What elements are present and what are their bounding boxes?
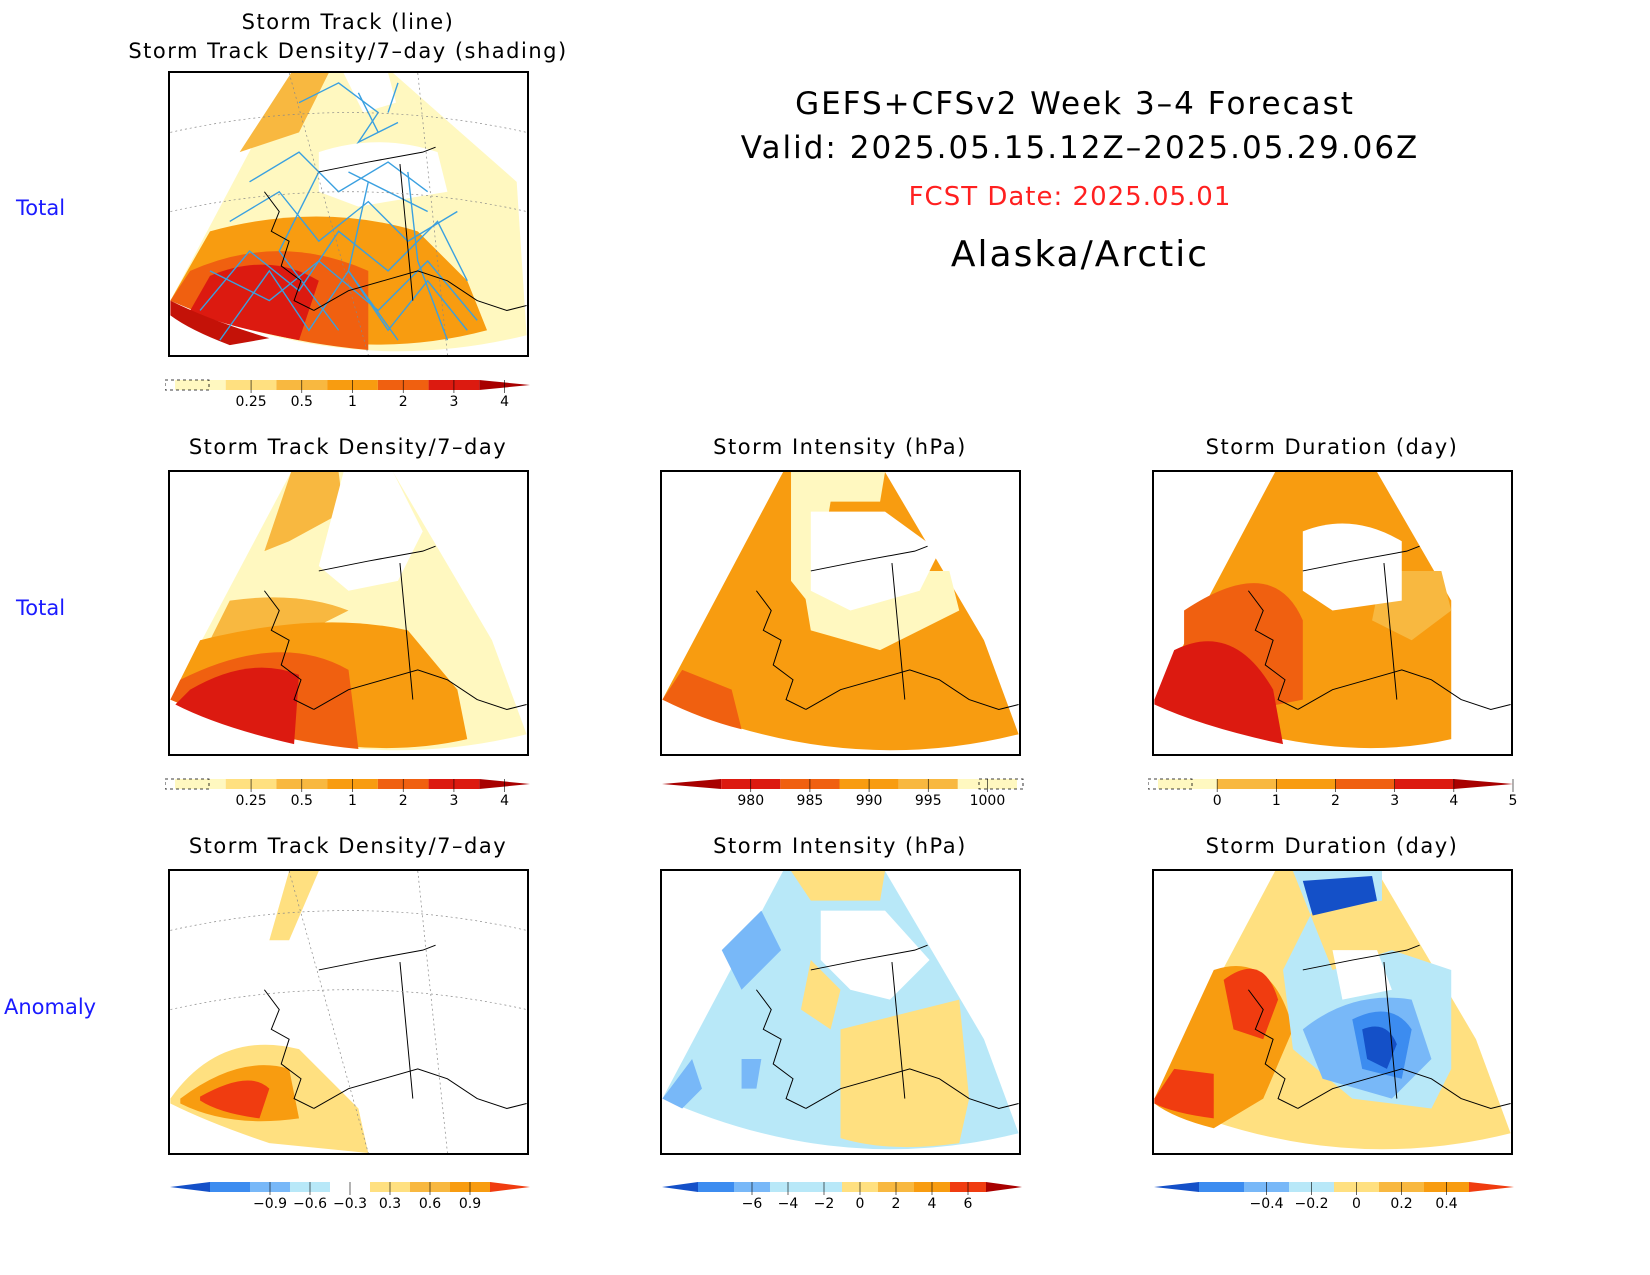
duration_total-swatch-2 [1276, 779, 1336, 789]
panel4-title: Storm Duration (day) [1205, 435, 1459, 459]
intensity_anom-swatch-0 [662, 1182, 698, 1192]
panel3-title: Storm Intensity (hPa) [713, 435, 967, 459]
duration_anom-swatch-1 [1199, 1182, 1244, 1192]
map-storm-duration-total [1152, 470, 1513, 756]
density_anom-swatch-1 [210, 1182, 250, 1192]
duration_anom-tick-label: −0.2 [1295, 1196, 1329, 1212]
intensity_anom-tick-label: 0 [856, 1196, 865, 1212]
duration_total-tick-label: 4 [1449, 793, 1458, 809]
duration_anom-tick-label: 0 [1352, 1196, 1361, 1212]
density_total-tick-label: 1 [348, 793, 357, 809]
intensity_total-tick-label: 985 [797, 793, 824, 809]
intensity_total-swatch-0 [662, 779, 722, 789]
intensity_anom-tick-label: 2 [892, 1196, 901, 1212]
density_total-tick-label: 0.25 [235, 394, 266, 410]
density_anom-tick-label: −0.3 [333, 1196, 367, 1212]
colorbar-density-total-1: 0.25 0.5 1 2 3 4 [165, 376, 540, 410]
duration_total-swatch-1 [1217, 779, 1277, 789]
density_total-open-end [165, 379, 210, 391]
duration_anom-tick-label: 0.4 [1435, 1196, 1457, 1212]
valid-period: Valid: 2025.05.15.12Z–2025.05.29.06Z [740, 130, 1420, 166]
density_total-swatch-0 [175, 779, 226, 789]
forecast-title: GEFS+CFSv2 Week 3–4 Forecast [795, 86, 1355, 122]
density_anom-tick-label: 0.9 [459, 1196, 481, 1212]
duration_anom-tick-label: 0.2 [1390, 1196, 1412, 1212]
duration_total-tick-label: 5 [1509, 793, 1518, 809]
panel2-title: Storm Track Density/7–day [188, 435, 508, 459]
duration_total-swatch-3 [1335, 779, 1395, 789]
density_total-tick-label: 0.25 [235, 793, 266, 809]
duration_total-open-end [1148, 778, 1193, 790]
intensity_anom-tick-label: −2 [814, 1196, 835, 1212]
density_total-tick-label: 4 [500, 394, 509, 410]
density_total-tick-label: 1 [348, 394, 357, 410]
map-storm-track-density-total [168, 470, 529, 756]
density_total-tick-label: 3 [449, 793, 458, 809]
duration_total-svg: 0 1 2 3 4 5 [1148, 778, 1518, 809]
panel1-title-line1: Storm Track (line) [241, 10, 455, 34]
duration_anom-swatch-7 [1469, 1182, 1514, 1192]
density_total-swatch-0 [175, 380, 226, 390]
density_anom-tick-label: −0.9 [253, 1196, 287, 1212]
duration_anom-svg: −0.4 −0.2 0 0.2 0.4 [1154, 1182, 1514, 1212]
map-storm-intensity-anomaly [660, 869, 1021, 1155]
density_anom-tick-label: 0.3 [379, 1196, 401, 1212]
density_anom-tick-label: −0.6 [293, 1196, 327, 1212]
intensity_anom-swatch-1 [698, 1182, 734, 1192]
panel5-title: Storm Track Density/7–day [188, 834, 508, 858]
duration_anom-swatch-0 [1154, 1182, 1199, 1192]
intensity_anom-tick-label: 6 [964, 1196, 973, 1212]
density_total-tick-label: 4 [500, 793, 509, 809]
row-label-anomaly: Anomaly [4, 995, 97, 1019]
duration_total-tick-label: 2 [1331, 793, 1340, 809]
duration_total-tick-label: 1 [1272, 793, 1281, 809]
colorbar-duration-total: 0 1 2 3 4 5 [1148, 775, 1523, 809]
duration_total-swatch-5 [1453, 779, 1513, 789]
intensity_total-tick-label: 1000 [970, 793, 1006, 809]
colorbar-intensity-total: 980 985 990 995 1000 [652, 775, 1027, 809]
density_anom-tick-label: 0.6 [419, 1196, 441, 1212]
colorbar-duration-anomaly: −0.4 −0.2 0 0.2 0.4 [1144, 1178, 1524, 1212]
intensity_total-tick-label: 990 [856, 793, 883, 809]
forecast-date: FCST Date: 2025.05.01 [908, 182, 1232, 212]
density_total-svg: 0.25 0.5 1 2 3 4 [165, 379, 530, 410]
panel1-title-line2: Storm Track Density/7–day (shading) [128, 39, 568, 63]
colorbar-density-anomaly: −0.9 −0.6 −0.3 0.3 0.6 0.9 [160, 1178, 540, 1212]
map-storm-track-total [168, 71, 529, 357]
intensity_anom-svg: −6 −4 −2 0 2 4 6 [662, 1182, 1022, 1212]
row-label-total-1: Total [16, 196, 66, 220]
intensity_anom-tick-label: 4 [928, 1196, 937, 1212]
density_total-tick-label: 3 [449, 394, 458, 410]
duration_total-tick-label: 3 [1390, 793, 1399, 809]
density_total-tick-label: 0.5 [291, 793, 313, 809]
intensity_total-tick-label: 980 [737, 793, 764, 809]
duration_total-tick-label: 0 [1213, 793, 1222, 809]
panel6-title: Storm Intensity (hPa) [713, 834, 967, 858]
density_total-svg: 0.25 0.5 1 2 3 4 [165, 778, 530, 809]
intensity_total-tick-label: 995 [915, 793, 942, 809]
intensity_total-open-end [978, 778, 1024, 790]
density_anom-swatch-0 [170, 1182, 210, 1192]
intensity_anom-tick-label: −6 [742, 1196, 763, 1212]
duration_total-swatch-4 [1394, 779, 1454, 789]
density_total-tick-label: 2 [399, 793, 408, 809]
duration_anom-tick-label: −0.4 [1250, 1196, 1284, 1212]
map-storm-intensity-total [660, 470, 1021, 756]
density_anom-svg: −0.9 −0.6 −0.3 0.3 0.6 0.9 [170, 1182, 530, 1212]
density_total-open-end [165, 778, 210, 790]
map-storm-duration-anomaly [1152, 869, 1513, 1155]
map-storm-track-density-anomaly [168, 869, 529, 1155]
density_anom-swatch-8 [490, 1182, 530, 1192]
density_total-tick-label: 2 [399, 394, 408, 410]
colorbar-intensity-anomaly: −6 −4 −2 0 2 4 6 [652, 1178, 1032, 1212]
intensity_total-svg: 980 985 990 995 1000 [662, 778, 1024, 809]
duration_total-swatch-0 [1158, 779, 1218, 789]
density_total-tick-label: 0.5 [291, 394, 313, 410]
intensity_anom-tick-label: −4 [778, 1196, 799, 1212]
row-label-total-2: Total [16, 596, 66, 620]
colorbar-density-total-2: 0.25 0.5 1 2 3 4 [165, 775, 540, 809]
panel7-title: Storm Duration (day) [1205, 834, 1459, 858]
intensity_anom-swatch-9 [986, 1182, 1022, 1192]
region-label: Alaska/Arctic [950, 234, 1210, 275]
